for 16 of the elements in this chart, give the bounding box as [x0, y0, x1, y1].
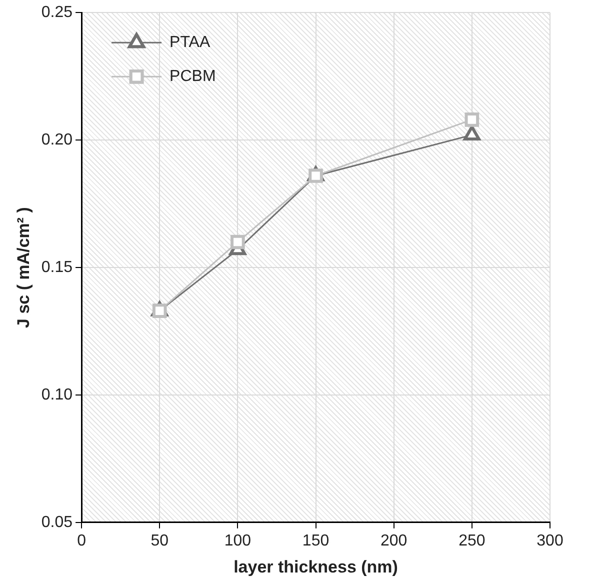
y-tick-label: 0.25 [41, 4, 73, 22]
x-tick-label: 200 [380, 532, 408, 550]
y-tick-label: 0.15 [41, 258, 73, 276]
x-tick-label: 300 [536, 532, 564, 550]
y-tick-label: 0.20 [41, 131, 73, 148]
y-tick-label: 0.10 [41, 386, 73, 404]
legend-label: PCBM [170, 68, 216, 86]
y-axis-title: J sc ( mA/cm² ) [14, 207, 33, 328]
x-tick-label: 150 [302, 532, 330, 550]
x-tick-label: 0 [77, 532, 86, 550]
x-tick-label: 100 [224, 532, 252, 550]
x-axis-title: layer thickness (nm) [234, 557, 398, 576]
x-tick-label: 250 [458, 532, 486, 550]
y-tick-label: 0.05 [41, 514, 73, 531]
legend-label: PTAA [170, 34, 210, 52]
x-tick-label: 50 [150, 532, 169, 550]
